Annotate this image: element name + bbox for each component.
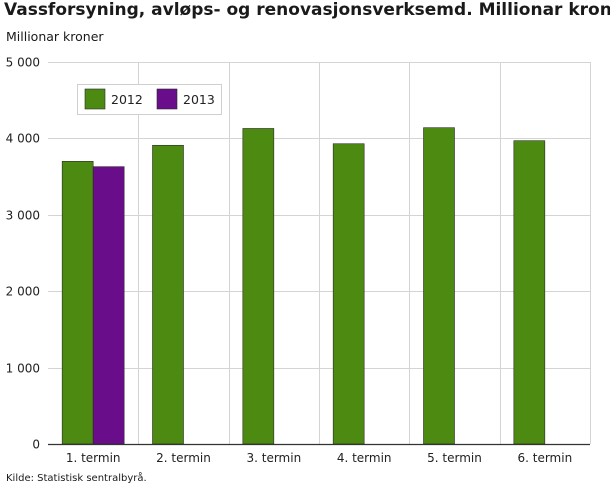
chart-subtitle: Millionar kroner [6,29,104,44]
bars [61,127,546,445]
x-tick-label: 4. termin [337,451,392,465]
chart-source: Kilde: Statistisk sentralbyrå. [6,473,147,484]
legend-label-2012: 2012 [111,92,143,107]
legend-swatch-2012 [84,88,106,110]
y-tick-label: 1 000 [6,362,40,376]
bar-2012-4 [332,143,365,445]
axes: 0 1 000 2 000 3 000 4 000 5 000 1. termin 2. te… [6,56,590,465]
x-tick-label: 1. termin [66,451,121,465]
y-tick-label: 0 [32,438,40,452]
legend: 2012 2013 [77,84,222,115]
x-tick-label: 6. termin [517,451,572,465]
bar-2012-1 [61,161,94,445]
x-tick-label: 3. termin [246,451,301,465]
y-tick-label: 2 000 [6,285,40,299]
y-tick-label: 3 000 [6,209,40,223]
bar-2012-5 [423,127,455,445]
x-tick-label: 2. termin [156,451,211,465]
chart-title: Vassforsyning, avløps- og renovasjonsver… [4,0,610,20]
bar-2012-2 [152,144,184,445]
legend-swatch-2013 [156,88,178,110]
legend-label-2013: 2013 [183,92,215,107]
bar-2013-1 [92,166,125,445]
y-tick-label: 5 000 [6,56,40,70]
bar-2012-6 [513,140,546,445]
x-tick-label: 5. termin [427,451,482,465]
bar-2012-3 [242,128,275,445]
grid [48,62,591,444]
y-tick-label: 4 000 [6,132,40,146]
